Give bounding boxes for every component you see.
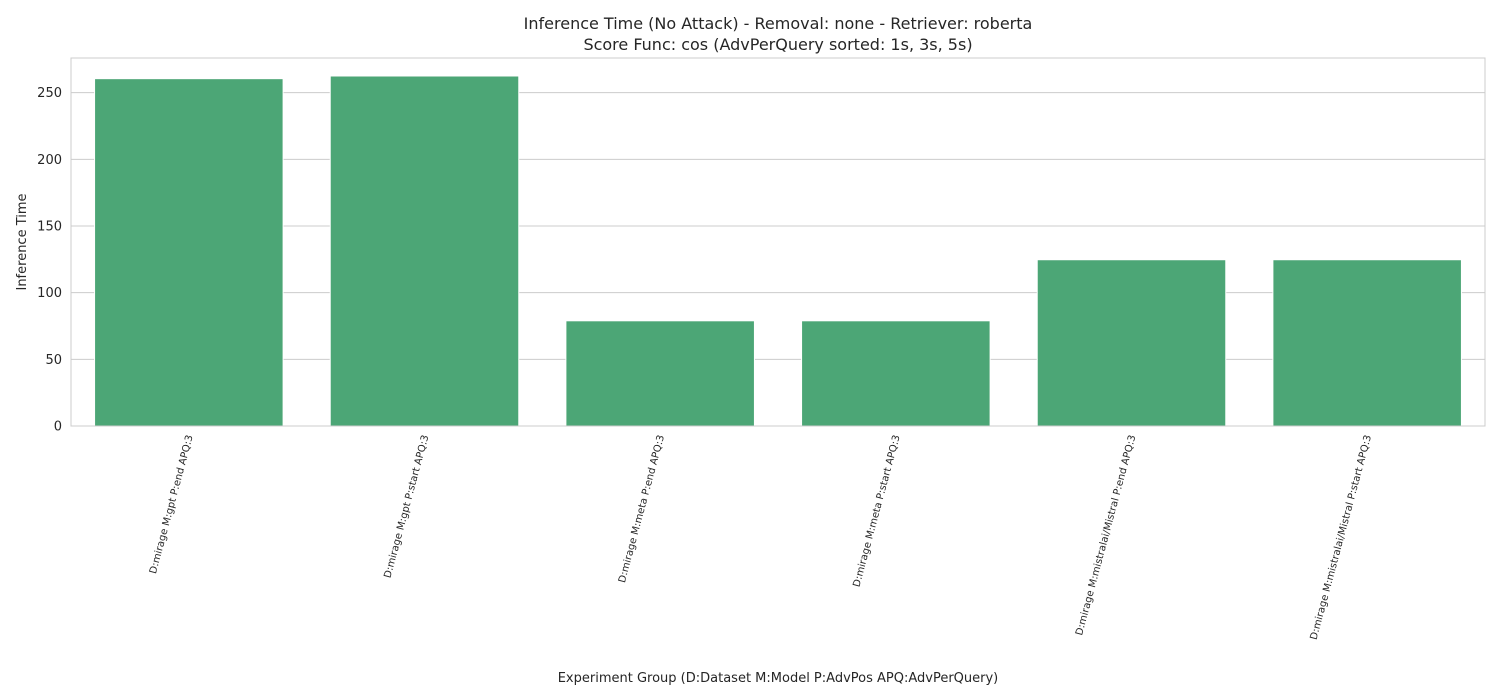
y-tick-label: 200 xyxy=(37,153,62,168)
x-tick-label: D:mirage M:mistralai/Mistral P:end APQ:3 xyxy=(1074,434,1138,637)
y-tick-label: 0 xyxy=(54,420,62,435)
plot-frame xyxy=(70,57,1486,427)
bar xyxy=(1272,259,1462,427)
bar xyxy=(94,78,284,427)
x-tick-label: D:mirage M:meta P:start APQ:3 xyxy=(851,434,902,588)
x-tick-label: D:mirage M:gpt P:start APQ:3 xyxy=(383,434,432,579)
chart-title-line-2: Score Func: cos (AdvPerQuery sorted: 1s,… xyxy=(583,35,972,54)
bar xyxy=(329,75,520,427)
y-axis-ticks: 0 50 100 150 200 250 xyxy=(37,86,62,434)
x-axis-ticks: D:mirage M:gpt P:end APQ:3 D:mirage M:gpt… xyxy=(148,434,1374,641)
x-tick-label: D:mirage M:meta P:end APQ:3 xyxy=(617,434,667,584)
y-axis-label: Inference Time xyxy=(15,193,30,290)
x-tick-label: D:mirage M:mistralai/Mistral P:start APQ… xyxy=(1309,434,1374,641)
y-tick-label: 250 xyxy=(37,86,62,101)
x-tick-label: D:mirage M:gpt P:end APQ:3 xyxy=(148,434,196,575)
bar xyxy=(565,320,755,427)
y-tick-label: 150 xyxy=(37,220,62,235)
chart-title-line-1: Inference Time (No Attack) - Removal: no… xyxy=(524,14,1033,33)
x-axis-label: Experiment Group (D:Dataset M:Model P:Ad… xyxy=(558,671,999,686)
y-tick-label: 100 xyxy=(37,286,62,301)
bars xyxy=(94,75,1462,427)
bar xyxy=(1036,259,1227,427)
y-tick-label: 50 xyxy=(45,353,62,368)
bar xyxy=(801,320,991,427)
